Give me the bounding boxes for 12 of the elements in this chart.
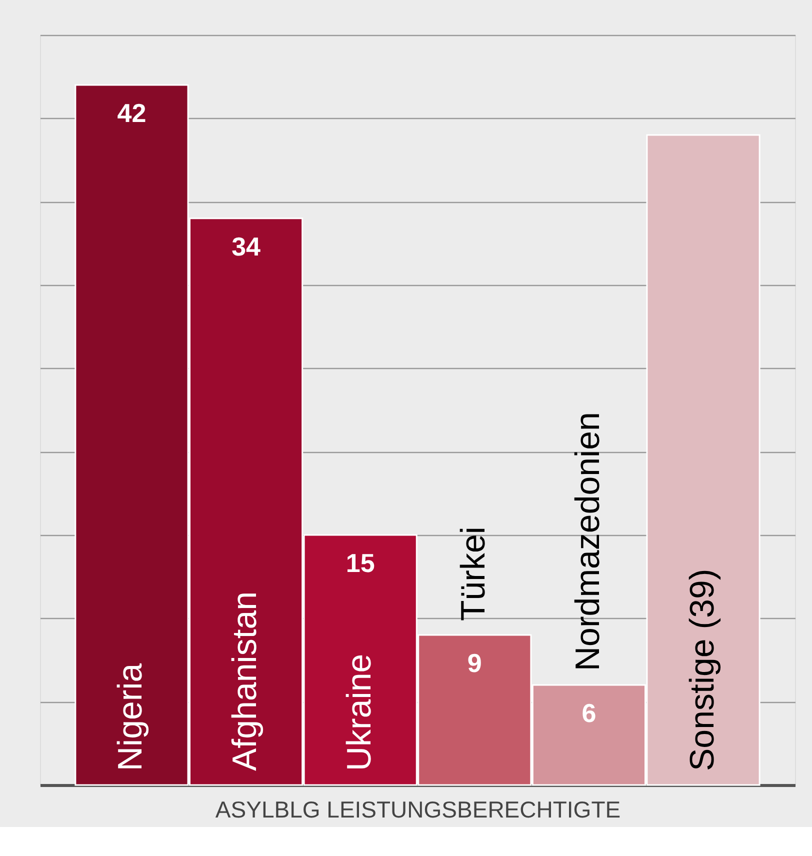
data-label: 6 <box>582 698 596 728</box>
data-label: 9 <box>467 648 482 678</box>
x-tick-label: Türkei <box>454 526 493 621</box>
x-tick-label: Nigeria <box>112 663 150 771</box>
x-tick-label: Ukraine <box>340 654 378 771</box>
data-label: 42 <box>117 98 146 128</box>
x-tick-label: Afghanistan <box>226 591 264 771</box>
x-tick-label: Sonstige (39) <box>683 568 722 771</box>
data-label: 15 <box>346 548 375 578</box>
x-tick-label: Nordmazedonien <box>568 412 607 671</box>
x-axis-title: ASYLBLG LEISTUNGSBERECHTIGTE <box>215 796 621 822</box>
data-label: 34 <box>232 231 262 262</box>
